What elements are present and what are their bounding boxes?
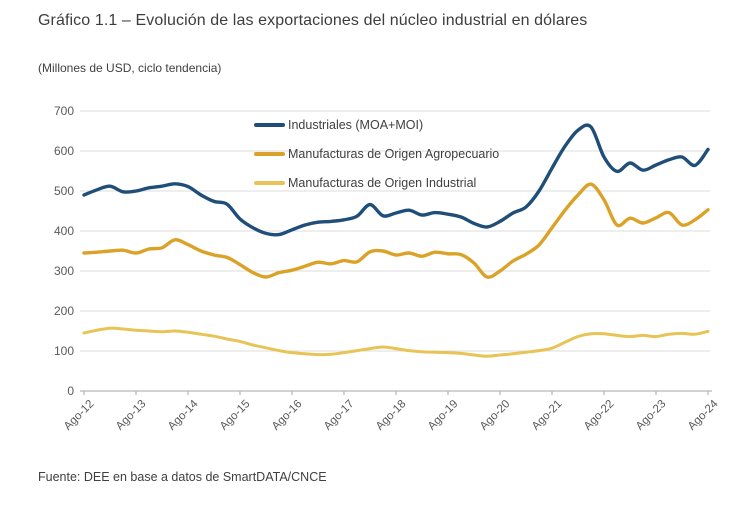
legend: Industriales (MOA+MOI) Manufacturas de O…	[254, 116, 499, 192]
legend-item-industriales: Industriales (MOA+MOI)	[254, 116, 499, 134]
y-axis-tick-label: 400	[53, 224, 74, 238]
series-line-moi	[82, 326, 710, 358]
y-axis-tick-label: 600	[53, 144, 74, 158]
legend-item-moa: Manufacturas de Origen Agropecuario	[254, 145, 499, 163]
source-note: Fuente: DEE en base a datos de SmartDATA…	[38, 470, 327, 484]
legend-swatch-moi	[254, 181, 285, 185]
y-axis-tick-label: 300	[53, 264, 74, 278]
series-line-industriales	[82, 123, 710, 237]
y-axis-tick-label: 500	[53, 184, 74, 198]
legend-label-moi: Manufacturas de Origen Industrial	[288, 176, 477, 190]
series-line-moa	[82, 182, 710, 279]
legend-swatch-moa	[254, 152, 285, 156]
chart-title: Gráfico 1.1 – Evolución de las exportaci…	[38, 12, 588, 29]
legend-label-moa: Manufacturas de Origen Agropecuario	[288, 147, 500, 161]
legend-item-moi: Manufacturas de Origen Industrial	[254, 174, 499, 192]
y-axis-tick-label: 200	[53, 304, 74, 318]
chart-subtitle: (Millones de USD, ciclo tendencia)	[38, 61, 222, 75]
y-axis-tick-label: 0	[67, 384, 74, 398]
legend-swatch-industriales	[254, 123, 285, 127]
legend-label-industriales: Industriales (MOA+MOI)	[288, 118, 424, 132]
y-axis-tick-label: 100	[53, 344, 74, 358]
y-axis-tick-label: 700	[53, 104, 74, 118]
